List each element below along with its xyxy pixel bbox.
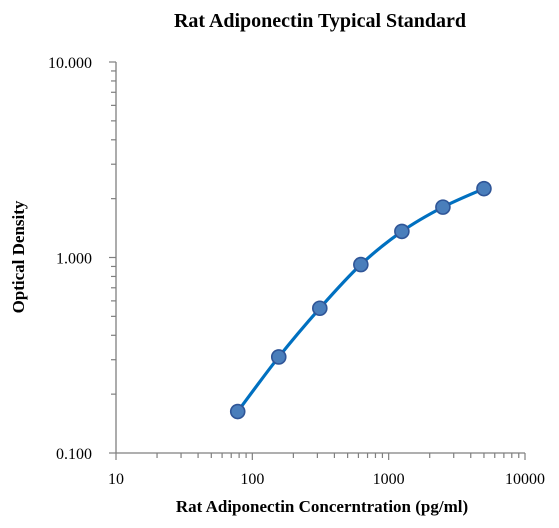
fit-curve [236, 187, 486, 414]
x-tick-label: 1000 [373, 471, 405, 488]
x-tick-label: 100 [240, 471, 264, 488]
x-tick-label: 10000 [505, 471, 545, 488]
data-point [229, 403, 246, 420]
tick-labels: 0.100 1.000 10.000 10 100 1000 10000 [48, 55, 545, 488]
data-point [353, 256, 369, 273]
chart-title: Rat Adiponectin Typical Standard [174, 10, 466, 32]
data-points [229, 180, 492, 420]
data-point [476, 180, 492, 197]
data-point [435, 199, 451, 215]
data-point [311, 300, 328, 317]
y-tick-label: 10.000 [48, 55, 92, 72]
data-point [394, 223, 410, 240]
data-point [270, 349, 287, 365]
ticks [109, 61, 526, 460]
y-tick-label: 0.100 [56, 446, 92, 463]
y-tick-label: 1.000 [56, 251, 92, 268]
x-axis-title: Rat Adiponectin Concerntration (pg/ml) [176, 497, 468, 516]
y-axis-title: Optical Density [9, 200, 28, 313]
x-tick-label: 10 [108, 471, 124, 488]
axes [115, 62, 525, 454]
